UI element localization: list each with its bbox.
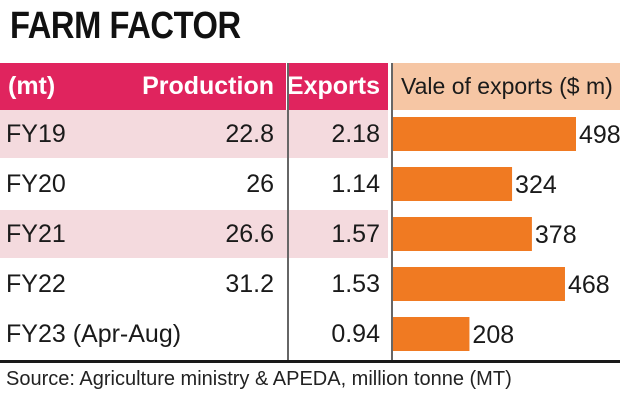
row-production: 26.6 (225, 219, 274, 248)
bar-value-label: 208 (472, 321, 514, 349)
header-unit: (mt) (0, 63, 150, 110)
row-exports: 1.14 (331, 169, 380, 198)
column-divider (287, 63, 289, 360)
source-note: Source: Agriculture ministry & APEDA, mi… (6, 368, 512, 390)
table-row: FY22 31.2 1.53 (0, 260, 388, 308)
table-row: FY21 26.6 1.57 (0, 210, 388, 258)
column-divider (391, 63, 393, 360)
row-year: FY19 (6, 119, 66, 148)
row-year: FY22 (6, 269, 66, 298)
bar-value-label: 324 (515, 171, 557, 199)
bar-value-label: 378 (535, 221, 577, 249)
header-export-value: Vale of exports ($ m) (393, 63, 620, 110)
row-exports: 1.53 (331, 269, 380, 298)
header-exports: Exports (287, 63, 388, 110)
header-production: Production (142, 63, 286, 110)
row-exports: 2.18 (331, 119, 380, 148)
row-year: FY21 (6, 219, 66, 248)
row-exports: 1.57 (331, 219, 380, 248)
bar-value-label: 468 (568, 271, 610, 299)
table-row: FY19 22.8 2.18 (0, 110, 388, 158)
table-row: FY23 (Apr-Aug) 0.94 (0, 310, 388, 358)
bar-value-label: 498 (579, 121, 620, 149)
bar-fy21 (393, 217, 532, 251)
row-year: FY20 (6, 169, 66, 198)
row-production (150, 310, 286, 358)
bar-fy19 (393, 117, 576, 151)
bar-fy20 (393, 167, 513, 201)
row-year: FY23 (Apr-Aug) (6, 319, 182, 348)
bar-fy22 (393, 267, 565, 301)
export-value-bar-chart: 498 324 378 468 208 (393, 117, 620, 351)
chart-title: FARM FACTOR (10, 5, 241, 47)
row-exports: 0.94 (331, 319, 380, 348)
row-production: 31.2 (225, 269, 274, 298)
bar-fy23-apr-aug- (393, 317, 470, 351)
table-row: FY20 26 1.14 (0, 160, 388, 208)
row-production: 26 (246, 169, 274, 198)
row-production: 22.8 (225, 119, 274, 148)
footer-divider (0, 360, 620, 363)
